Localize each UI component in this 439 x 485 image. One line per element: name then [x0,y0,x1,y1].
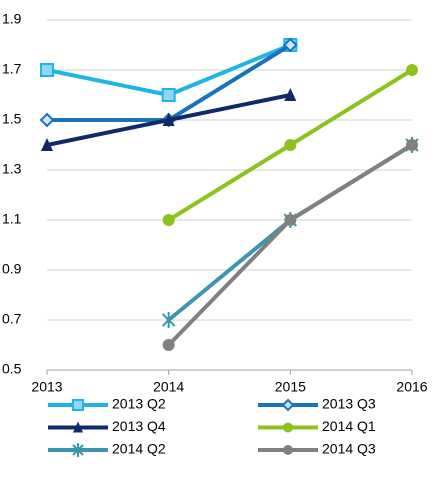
marker-part [283,422,293,433]
marker [162,214,175,226]
x-tick-label: 2016 [396,379,427,395]
marker-part [162,113,175,126]
marker-part [41,138,53,151]
y-tick-label: 0.7 [2,311,22,327]
marker [161,88,176,102]
marker [284,88,297,101]
marker [161,312,176,328]
marker-part [283,445,293,455]
y-tick-label: 1.3 [2,161,22,177]
marker-part [284,88,297,101]
y-tick-label: 0.9 [2,261,22,277]
marker [284,139,297,151]
series-line [47,43,292,122]
marker-part [284,139,297,151]
marker [282,37,298,53]
marker-part [284,214,297,226]
marker [162,339,175,351]
series-line [167,143,414,347]
marker [41,138,53,151]
y-tick-label: 1.1 [2,211,22,227]
legend-label: 2014 Q1 [322,418,376,434]
legend-label: 2014 Q3 [322,441,376,457]
marker-part [162,339,175,351]
marker-part [72,399,84,411]
marker [406,139,418,151]
marker-part [406,64,418,76]
legend-label: 2014 Q2 [112,441,166,457]
marker-part [162,214,175,226]
marker [284,214,297,226]
marker-part [161,88,176,102]
y-tick-label: 1.7 [2,61,22,77]
marker [73,421,83,433]
marker-part [40,63,54,77]
y-tick-label: 1.9 [2,11,22,27]
legend-label: 2013 Q3 [322,396,376,412]
marker-part [281,398,295,412]
marker [406,64,418,76]
marker-part [282,37,298,53]
marker [72,443,84,457]
marker [281,398,295,412]
marker-part [39,112,55,128]
marker [283,422,293,433]
marker [40,63,54,77]
legend-label: 2013 Q2 [112,396,166,412]
x-tick-label: 2013 [31,379,62,395]
legend-label: 2013 Q4 [112,418,166,434]
series-line [167,143,414,322]
marker [39,112,55,128]
marker-part [406,139,418,151]
marker [283,445,293,455]
y-tick-label: 0.5 [2,361,22,377]
x-tick-label: 2015 [275,379,306,395]
marker [162,113,175,126]
marker [72,399,84,411]
y-tick-label: 1.5 [2,111,22,127]
marker-part [73,421,83,433]
x-tick-label: 2014 [153,379,184,395]
